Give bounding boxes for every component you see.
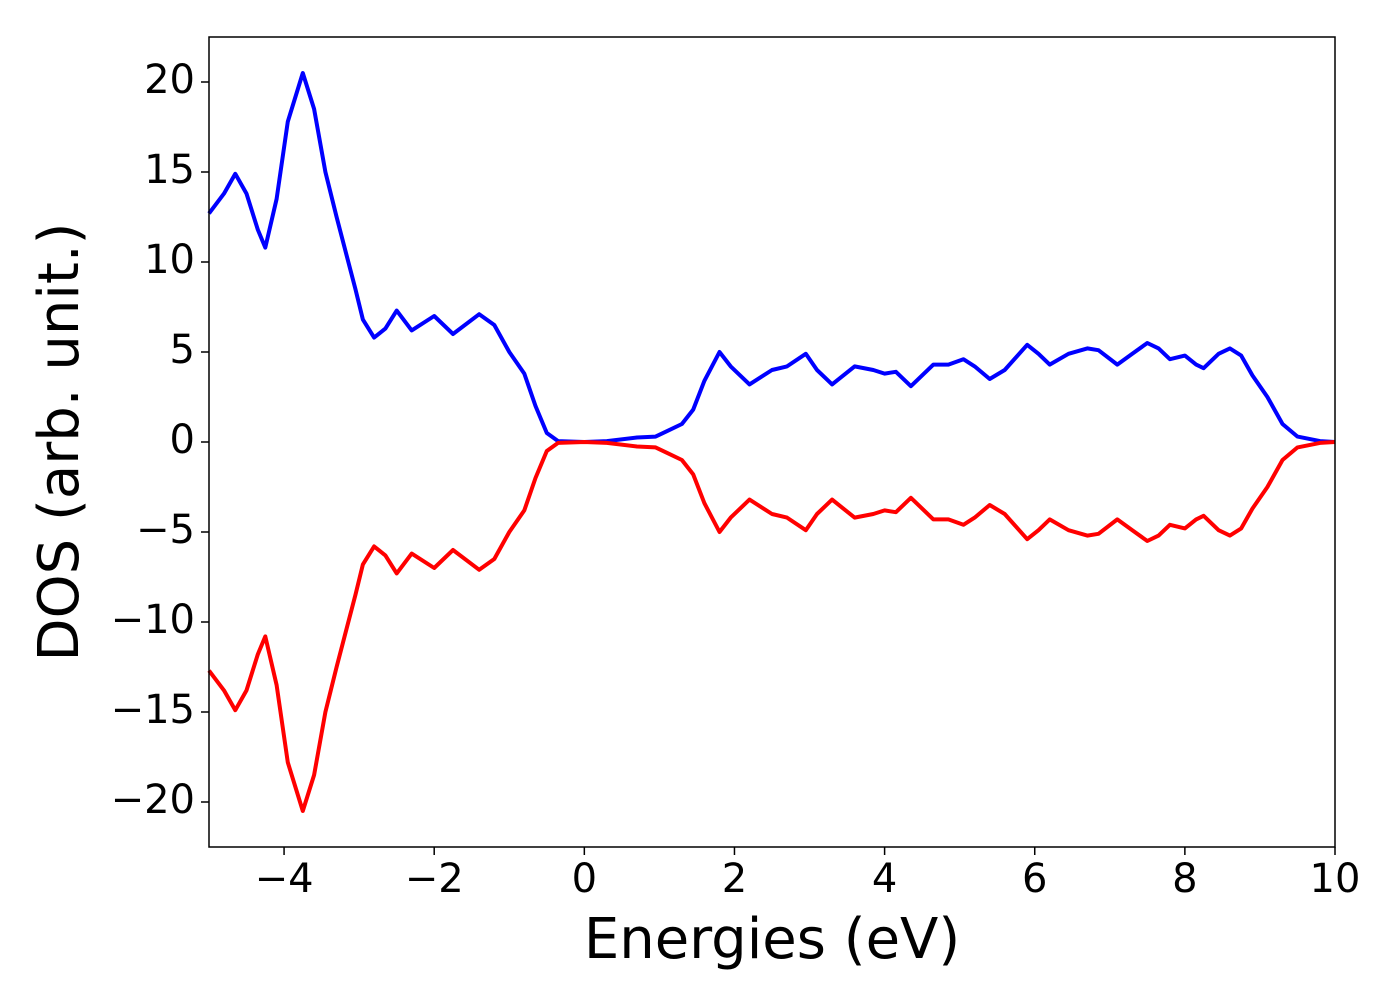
x-tick-label: 8: [1172, 856, 1197, 902]
y-tick-label: −5: [136, 507, 195, 553]
x-tick-label: 2: [722, 856, 747, 902]
x-axis-label: Energies (eV): [584, 907, 960, 972]
series-line: [207, 440, 1336, 813]
y-tick-label: 0: [170, 417, 195, 463]
y-tick-label: −15: [111, 687, 195, 733]
y-tick-label: −20: [111, 777, 195, 823]
y-tick-label: 20: [144, 57, 195, 103]
x-tick-label: 10: [1310, 856, 1361, 902]
x-tick-label: 6: [1022, 856, 1047, 902]
plot-frame: [208, 36, 1336, 848]
x-tick-label: 0: [572, 856, 597, 902]
y-axis-label: DOS (arb. unit.): [27, 222, 92, 661]
x-tick-label: 4: [872, 856, 897, 902]
y-tick-label: 15: [144, 147, 195, 193]
y-tick-label: 10: [144, 237, 195, 283]
series-line: [207, 71, 1336, 444]
y-tick-label: −10: [111, 597, 195, 643]
y-tick-label: 5: [170, 327, 195, 373]
x-tick-label: −2: [405, 856, 464, 902]
x-tick-label: −4: [255, 856, 314, 902]
